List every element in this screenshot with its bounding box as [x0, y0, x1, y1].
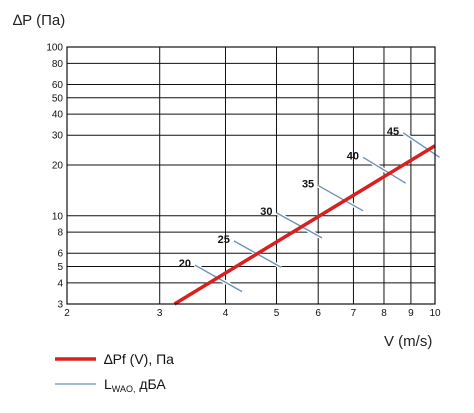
y-tick-label-3: 3: [57, 300, 63, 311]
legend-label-pressure: ∆Pf (V), Па: [104, 351, 174, 367]
y-tick-label-60: 60: [52, 80, 64, 91]
x-tick-label-5: 5: [274, 308, 280, 319]
x-tick-label-8: 8: [381, 308, 387, 319]
noise-label-45: 45: [387, 126, 399, 138]
legend-label-noise: LWAO, дБА: [104, 376, 166, 394]
y-axis-title: ∆P (Па): [13, 12, 65, 29]
x-tick-label-7: 7: [351, 308, 357, 319]
x-tick-label-4: 4: [223, 308, 229, 319]
y-tick-label-20: 20: [52, 160, 64, 171]
legend-noise-suffix: дБА: [135, 376, 166, 392]
noise-label-40: 40: [347, 150, 359, 162]
x-tick-label-10: 10: [429, 308, 441, 319]
noise-label-35: 35: [302, 179, 314, 191]
legend-noise-sub: WAO,: [112, 384, 136, 394]
y-tick-label-4: 4: [57, 278, 63, 289]
plot-frame: [66, 46, 436, 305]
x-tick-labels: 2 3 4 5 6 7 8 9 10: [64, 308, 441, 319]
noise-label-30: 30: [260, 206, 272, 218]
y-tick-label-50: 50: [52, 93, 64, 104]
y-tick-label-5: 5: [57, 262, 63, 273]
y-tick-label-8: 8: [57, 228, 63, 239]
y-tick-label-40: 40: [52, 110, 64, 121]
noise-label-25: 25: [218, 234, 230, 246]
y-tick-label-30: 30: [52, 131, 64, 142]
y-tick-label-100: 100: [46, 43, 63, 54]
x-tick-label-3: 3: [157, 308, 163, 319]
noise-line-40: [362, 156, 407, 184]
x-axis-title: V (m/s): [384, 333, 432, 350]
y-tick-label-6: 6: [57, 249, 63, 260]
legend-noise-main: L: [104, 376, 112, 392]
noise-line-45: [402, 132, 440, 158]
noise-line-30: [276, 212, 323, 239]
legend: ∆Pf (V), Па LWAO, дБА: [55, 351, 174, 394]
y-tick-label-80: 80: [52, 59, 64, 70]
x-tick-label-6: 6: [315, 308, 321, 319]
y-tick-labels: 3 4 5 6 8 10 20 30 40 50 60 80 100: [46, 43, 63, 311]
x-tick-label-2: 2: [64, 308, 70, 319]
series-line-0: [173, 144, 436, 306]
grid: [66, 46, 436, 305]
series: [173, 144, 436, 306]
noise-label-20: 20: [179, 258, 191, 270]
noise-line-35: [317, 184, 364, 212]
x-tick-label-9: 9: [408, 308, 414, 319]
y-tick-label-10: 10: [52, 211, 64, 222]
